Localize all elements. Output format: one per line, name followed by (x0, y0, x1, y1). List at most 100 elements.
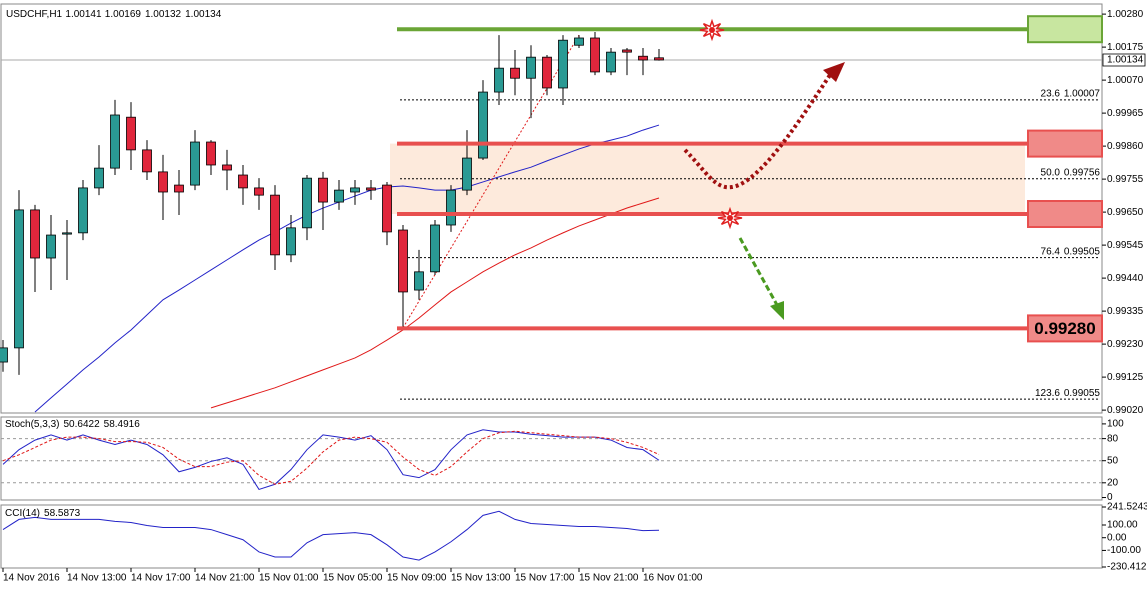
annotation-shape (709, 27, 715, 33)
candle-body (462, 157, 472, 191)
y-tick-label: 0.99335 (1107, 306, 1144, 317)
y-tick-label: 0.99020 (1107, 405, 1144, 416)
candle-body (526, 56, 536, 79)
y-tick-label: 50 (1107, 455, 1119, 466)
candle-body (606, 51, 616, 73)
candle-body (286, 227, 296, 256)
level-label: 0.99280 (1034, 319, 1095, 338)
candle-body (334, 189, 344, 203)
indicator-value: 58.4916 (104, 419, 141, 430)
cci-panel (0, 504, 1103, 569)
annotation-shape (727, 215, 733, 221)
x-tick-label: 15 Nov 01:00 (259, 573, 319, 584)
x-tick-label: 14 Nov 13:00 (67, 573, 127, 584)
chart-header: USDCHF,H1 1.00141 1.00169 1.00132 1.00134 (6, 9, 222, 20)
candle-body (254, 187, 264, 196)
y-tick-label: 0.99545 (1107, 240, 1144, 251)
y-tick-label: 1.00070 (1107, 75, 1144, 86)
candle-body (46, 234, 56, 259)
y-tick-label: 0.99860 (1107, 141, 1144, 152)
candle-body (270, 194, 280, 256)
bid-label: 1.00134 (1107, 55, 1144, 66)
candle-body (542, 56, 552, 89)
stoch-panel (0, 416, 1103, 501)
header-value: 1.00141 (65, 9, 102, 20)
header-value: 1.00132 (145, 9, 182, 20)
annotation-shape (683, 73, 832, 190)
candle-body (430, 224, 440, 273)
candle-body (206, 141, 216, 166)
x-tick-label: 14 Nov 21:00 (195, 573, 255, 584)
candle-body (222, 164, 232, 171)
candle-body (0, 347, 8, 363)
candle-body (350, 187, 360, 193)
candle-body (590, 37, 600, 73)
candle-body (398, 229, 408, 293)
candle-body (94, 167, 104, 189)
annotation-shape (823, 62, 845, 82)
x-tick-label: 14 Nov 17:00 (131, 573, 191, 584)
y-tick-label: 0.99230 (1107, 339, 1144, 350)
candle-body (510, 67, 520, 79)
x-tick-label: 15 Nov 13:00 (451, 573, 511, 584)
level-box (1027, 129, 1103, 158)
y-tick-label: 1.00175 (1107, 42, 1144, 53)
candle-body (190, 141, 200, 186)
candle-body (142, 149, 152, 173)
annotation-shape (770, 301, 784, 320)
y-tick-label: 0.00 (1107, 532, 1127, 543)
y-tick-label: 0.99125 (1107, 372, 1144, 383)
fibonacci-level: 76.4 (1041, 246, 1061, 257)
indicator-name: CCI(14) (5, 508, 40, 519)
fibonacci-price: 0.99055 (1064, 388, 1101, 399)
indicator-header: CCI(14) 58.5873 (5, 508, 81, 519)
fibonacci-price: 0.99505 (1064, 246, 1101, 257)
y-tick-label: 0.99755 (1107, 174, 1144, 185)
candle-body (622, 49, 632, 53)
indicator-line (2, 510, 660, 561)
candle-body (110, 114, 120, 169)
header-value: USDCHF,H1 (6, 9, 63, 20)
y-tick-label: 0.99965 (1107, 108, 1144, 119)
y-tick-label: 20 (1107, 477, 1119, 488)
header-value: 1.00169 (105, 9, 142, 20)
candle-body (366, 187, 376, 191)
candle-body (14, 209, 24, 349)
x-tick-label: 15 Nov 21:00 (579, 573, 639, 584)
indicator-line (210, 197, 660, 409)
y-tick-label: 0.99440 (1107, 273, 1144, 284)
y-tick-label: -230.4126 (1107, 562, 1147, 573)
y-tick-label: 100 (1107, 419, 1124, 430)
candle-body (638, 55, 648, 61)
candle-body (494, 67, 504, 93)
indicator-name: Stoch(5,3,3) (5, 419, 59, 430)
fibonacci-level: 23.6 (1041, 89, 1061, 100)
level-box (1027, 314, 1103, 343)
candle-body (126, 116, 136, 151)
candle-body (574, 37, 584, 46)
candle-body (238, 174, 248, 189)
support-resistance-zone (390, 143, 1025, 214)
indicator-value: 58.5873 (44, 508, 81, 519)
candle-body (30, 209, 40, 259)
y-tick-label: -100.00 (1107, 545, 1141, 556)
indicator-line (2, 429, 660, 491)
candle-body (78, 187, 88, 234)
header-value: 1.00134 (185, 9, 222, 20)
fibonacci-price: 0.99756 (1064, 167, 1101, 178)
y-tick-label: 241.5243 (1107, 502, 1147, 513)
candle-body (654, 57, 664, 61)
fibonacci-price: 1.00007 (1064, 89, 1101, 100)
candle-body (62, 232, 72, 235)
fibonacci-level: 50.0 (1041, 167, 1061, 178)
candle-body (318, 177, 328, 203)
candle-body (174, 184, 184, 193)
x-tick-label: 15 Nov 17:00 (515, 573, 575, 584)
annotation-shape (738, 237, 779, 306)
level-box (1027, 15, 1103, 44)
x-tick-label: 15 Nov 09:00 (387, 573, 447, 584)
x-tick-label: 16 Nov 01:00 (643, 573, 703, 584)
candle-body (382, 184, 392, 233)
